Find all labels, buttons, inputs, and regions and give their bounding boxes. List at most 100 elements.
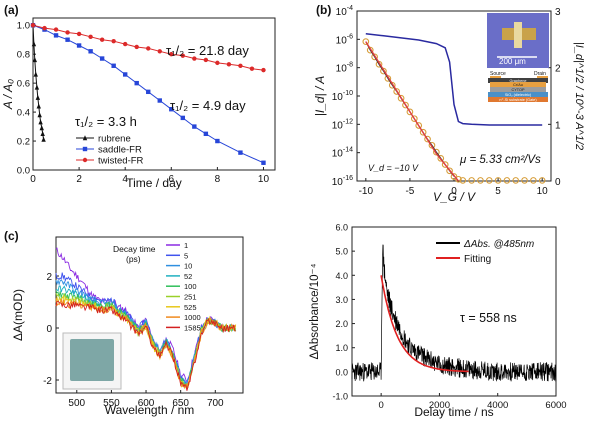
x-tick-label-c: 600 — [138, 398, 155, 409]
tick-exponent: -4 — [347, 5, 353, 12]
transient-signal-line — [351, 244, 557, 382]
data-point-a — [134, 44, 139, 50]
y-axis-label-c: ΔA(mOD) — [11, 289, 25, 341]
x-tick-label-b: -5 — [405, 186, 414, 197]
legend-marker-a — [82, 146, 88, 152]
sqrt-id-point-b — [441, 161, 449, 168]
fit-line-b — [365, 41, 459, 182]
y-tick-label-b-left: 10-6 — [336, 33, 353, 46]
panel-a: 0 2 4 6 8 10 0.0 0.2 0.4 0.6 0.8 1.0 (a) Time / day A … — [1, 3, 276, 190]
data-point-a — [53, 33, 59, 38]
sqrt-id-point-b — [521, 177, 528, 184]
y-tick-label-a: 0.0 — [17, 166, 30, 177]
legend-label-c: 525 — [184, 303, 197, 312]
legend-marker-a — [82, 135, 88, 141]
y-tick-label-b-left: 10-4 — [336, 5, 353, 18]
y-tick-label-d: 0.0 — [335, 367, 348, 377]
legend-title-c: Decay time — [113, 244, 156, 254]
sqrt-id-point-b — [446, 167, 453, 175]
tick-base: 10 — [336, 35, 348, 46]
x-tick-label-b: 10 — [537, 186, 549, 197]
sqrt-id-point-b — [424, 135, 431, 143]
x-tick-label-d: 0 — [378, 400, 383, 411]
tick-exponent: -14 — [343, 147, 353, 154]
sqrt-id-point-b — [538, 177, 546, 184]
y-tick-label-d: 4.0 — [335, 271, 348, 281]
stack-label-2: Graphene — [510, 79, 527, 83]
data-point-a — [146, 89, 151, 95]
sqrt-id-point-b — [428, 141, 436, 149]
x-tick-label-a: 2 — [76, 174, 82, 185]
data-point-a — [76, 43, 82, 48]
y-tick-label-d: 2.0 — [335, 319, 348, 329]
data-point-a — [39, 125, 44, 131]
x-tick-label-c: 550 — [103, 398, 120, 409]
data-point-a — [65, 30, 70, 35]
sqrt-id-point-b — [406, 108, 414, 116]
legend-label-c: 100 — [184, 282, 197, 291]
data-point-a — [157, 98, 162, 103]
x-tick-label-b: 5 — [495, 186, 501, 197]
legend-label-a: saddle-FR — [98, 145, 142, 156]
y-tick-label-b-right: 0 — [555, 177, 561, 188]
stack-layer-5 — [488, 92, 548, 97]
sqrt-id-point-b — [397, 94, 405, 102]
tick-base: 10 — [332, 120, 344, 131]
x-tick-label-d: 4000 — [487, 400, 508, 411]
data-point-a — [88, 34, 93, 40]
y-axis-label-b-right: |I_d|^1/2 / 10^-3 A^1/2 — [573, 42, 585, 150]
data-point-a — [192, 56, 197, 61]
data-point-a — [34, 84, 40, 90]
y-tick-label-a: 0.4 — [17, 108, 30, 119]
sqrt-id-point-b — [477, 177, 484, 184]
stack-layer-6 — [488, 97, 548, 102]
data-point-a — [35, 94, 41, 100]
data-point-a — [261, 67, 266, 73]
tick-exponent: -8 — [347, 62, 353, 69]
y-tick-label-a: 0.2 — [17, 137, 30, 148]
data-point-a — [76, 31, 82, 37]
data-point-a — [99, 37, 105, 42]
data-point-a — [31, 41, 37, 47]
legend-label-c: 1585 — [184, 323, 201, 332]
sqrt-id-point-b — [366, 46, 374, 54]
panel-label-c: (c) — [4, 229, 19, 243]
sqrt-id-point-b — [362, 38, 370, 45]
data-point-a — [180, 115, 186, 121]
y-tick-label-c: 2 — [46, 272, 52, 283]
scale-bar-label: 200 μm — [499, 57, 526, 66]
data-point-a — [42, 25, 47, 31]
y-tick-label-b-left: 10-16 — [332, 175, 353, 188]
stack-label-6: n⁺-Si substrate (Gate) — [499, 98, 537, 102]
tick-exponent: -6 — [347, 33, 353, 40]
y-axis-label-d: ΔAbsorbance/10⁻⁴ — [309, 263, 321, 359]
sqrt-id-point-b — [419, 128, 427, 136]
legend-marker-a — [82, 157, 88, 163]
y-tick-label-a: 0.6 — [17, 79, 30, 90]
panel-c-right: 0 2000 4000 6000 -1.0 0.0 1.0 2.0 3.0 4.0 5.0 6.0 De… — [309, 223, 567, 420]
data-point-a — [36, 103, 41, 109]
y-tick-label-d: 3.0 — [335, 295, 348, 305]
sqrt-id-point-b — [415, 122, 423, 129]
plot-frame-d — [351, 226, 557, 397]
data-point-a — [169, 107, 174, 112]
sqrt-id-point-b — [512, 177, 520, 184]
data-point-a — [65, 37, 70, 42]
y-tick-label-b-left: 10-12 — [332, 118, 353, 131]
tick-base: 10 — [332, 177, 344, 188]
annotation-vd: V_d = −10 V — [368, 163, 419, 173]
y-tick-label-b-right: 1 — [555, 120, 561, 131]
y-tick-label-d: 6.0 — [335, 223, 348, 233]
y-axis-label-a: A / A₀ — [1, 79, 15, 110]
legend-label-a: twisted-FR — [98, 156, 144, 167]
sqrt-id-point-b — [433, 148, 440, 156]
legend-d: ΔAbs. @485nm Fitting — [436, 239, 534, 265]
film-sample — [70, 339, 114, 381]
annotation-mobility: μ = 5.33 cm²/Vs — [459, 154, 541, 166]
legend-label-c: 52 — [184, 272, 192, 281]
x-tick-label-c: 500 — [68, 398, 85, 409]
sqrt-id-point-b — [402, 101, 409, 109]
data-point-a — [169, 51, 174, 57]
x-tick-label-d: 6000 — [545, 400, 566, 411]
